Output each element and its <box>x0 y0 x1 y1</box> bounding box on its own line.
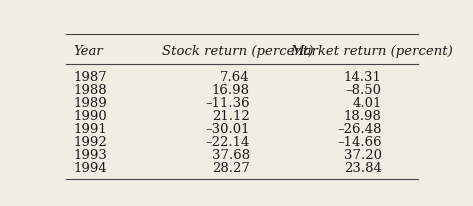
Text: –26.48: –26.48 <box>337 123 382 136</box>
Text: 37.68: 37.68 <box>211 149 250 162</box>
Text: 1988: 1988 <box>74 84 107 97</box>
Text: 1990: 1990 <box>74 110 107 123</box>
Text: 1989: 1989 <box>74 97 107 110</box>
Text: –22.14: –22.14 <box>205 136 250 149</box>
Text: 1993: 1993 <box>74 149 108 162</box>
Text: 28.27: 28.27 <box>212 162 250 175</box>
Text: –8.50: –8.50 <box>346 84 382 97</box>
Text: 1991: 1991 <box>74 123 107 136</box>
Text: 1987: 1987 <box>74 71 107 84</box>
Text: –14.66: –14.66 <box>337 136 382 149</box>
Text: 7.64: 7.64 <box>220 71 250 84</box>
Text: 37.20: 37.20 <box>344 149 382 162</box>
Text: 1992: 1992 <box>74 136 107 149</box>
Text: 14.31: 14.31 <box>344 71 382 84</box>
Text: 21.12: 21.12 <box>212 110 250 123</box>
Text: 1994: 1994 <box>74 162 107 175</box>
Text: 18.98: 18.98 <box>344 110 382 123</box>
Text: 4.01: 4.01 <box>352 97 382 110</box>
Text: 16.98: 16.98 <box>212 84 250 97</box>
Text: Market return (percent): Market return (percent) <box>290 45 453 58</box>
Text: 23.84: 23.84 <box>344 162 382 175</box>
Text: Year: Year <box>74 45 104 58</box>
Text: –11.36: –11.36 <box>205 97 250 110</box>
Text: Stock return (percent): Stock return (percent) <box>162 45 313 58</box>
Text: –30.01: –30.01 <box>205 123 250 136</box>
